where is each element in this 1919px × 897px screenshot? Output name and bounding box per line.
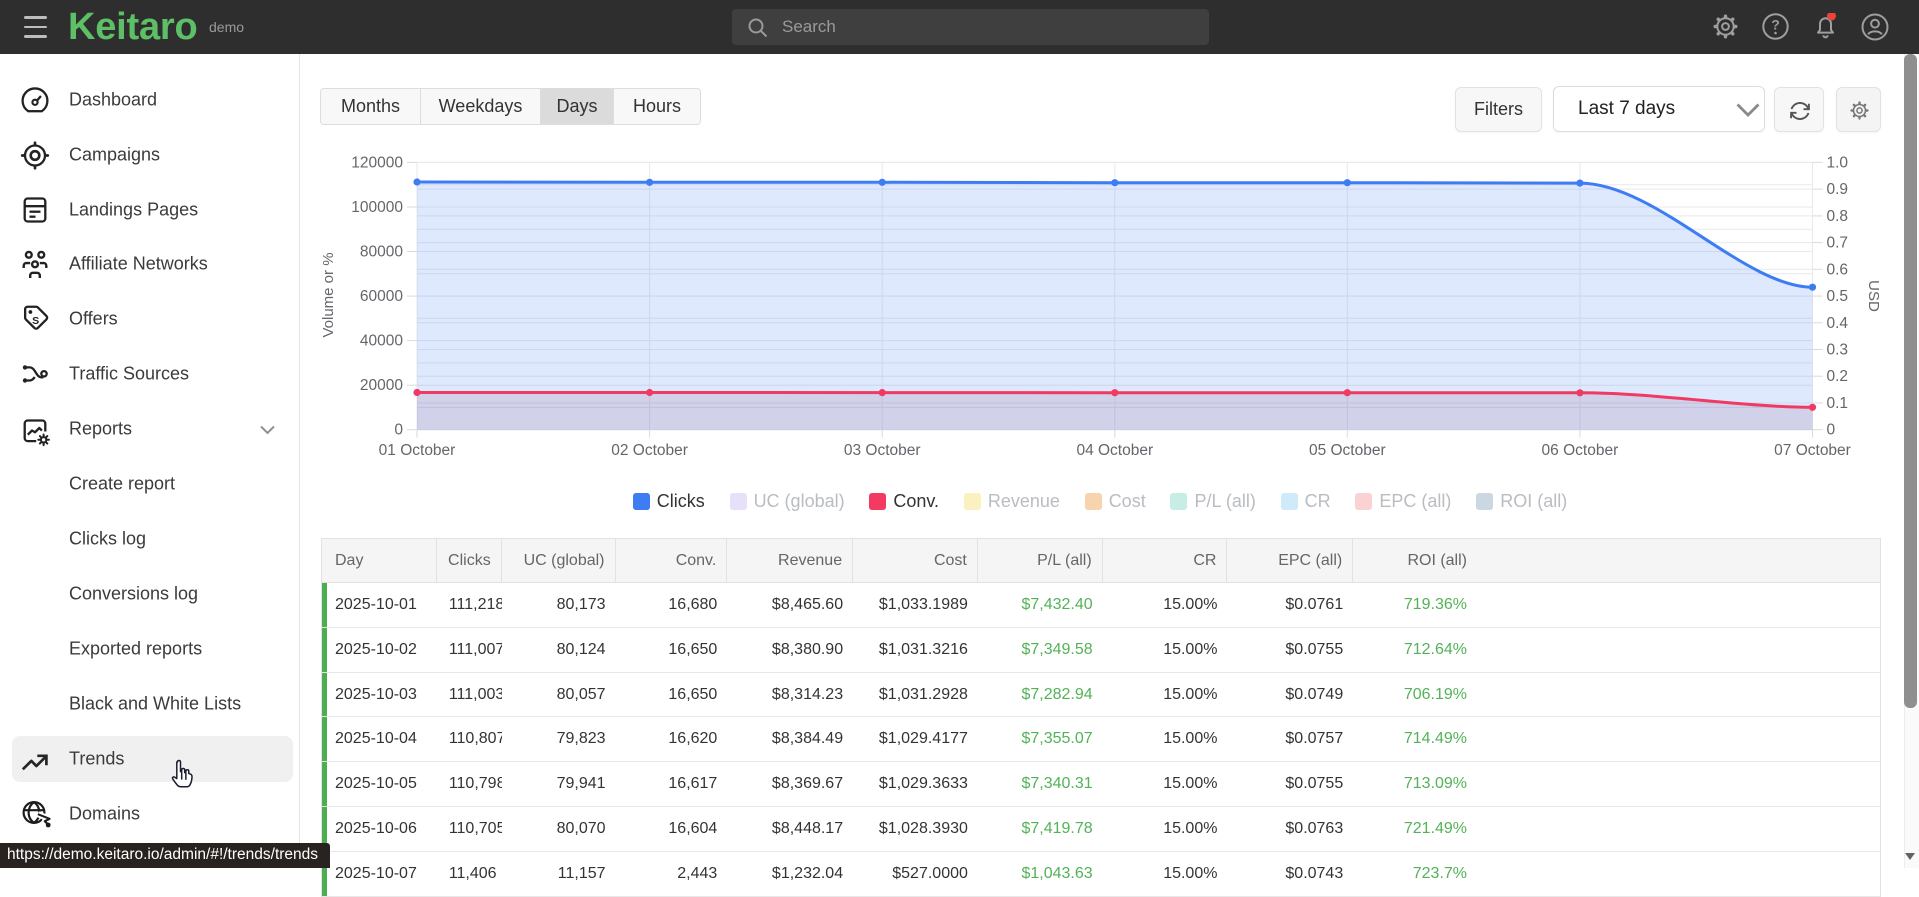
- svg-text:0: 0: [394, 422, 403, 439]
- svg-text:06 October: 06 October: [1542, 442, 1619, 459]
- svg-text:0.9: 0.9: [1827, 181, 1849, 198]
- svg-text:S: S: [32, 315, 39, 327]
- svg-text:40000: 40000: [360, 333, 403, 350]
- svg-text:0.8: 0.8: [1827, 208, 1849, 225]
- svg-text:05 October: 05 October: [1309, 442, 1386, 459]
- svg-text:0.2: 0.2: [1827, 368, 1849, 385]
- svg-text:120000: 120000: [351, 154, 403, 171]
- svg-text:01 October: 01 October: [379, 442, 456, 459]
- svg-text:80000: 80000: [360, 244, 403, 261]
- svg-text:USD: USD: [1865, 280, 1882, 312]
- svg-text:07 October: 07 October: [1774, 442, 1851, 459]
- svg-text:Volume or %: Volume or %: [320, 252, 337, 337]
- svg-text:0.4: 0.4: [1827, 315, 1849, 332]
- svg-text:0.3: 0.3: [1827, 342, 1849, 359]
- svg-text:1.0: 1.0: [1827, 154, 1849, 171]
- svg-text:100000: 100000: [351, 199, 403, 216]
- svg-text:0.7: 0.7: [1827, 235, 1849, 252]
- svg-text:0.5: 0.5: [1827, 288, 1849, 305]
- svg-text:?: ?: [1771, 17, 1780, 33]
- svg-text:20000: 20000: [360, 377, 403, 394]
- svg-text:0.6: 0.6: [1827, 261, 1849, 278]
- svg-text:03 October: 03 October: [844, 442, 921, 459]
- svg-text:0.1: 0.1: [1827, 395, 1849, 412]
- svg-text:60000: 60000: [360, 288, 403, 305]
- svg-text:04 October: 04 October: [1076, 442, 1153, 459]
- svg-text:02 October: 02 October: [611, 442, 688, 459]
- svg-text:0: 0: [1827, 422, 1836, 439]
